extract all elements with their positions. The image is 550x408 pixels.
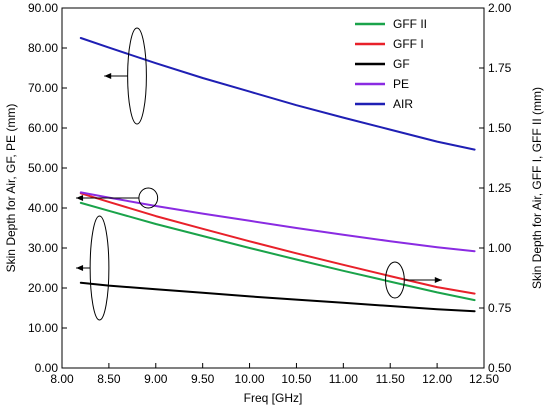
x-tick-label: 11.50 [376, 372, 405, 386]
plot-area [61, 7, 485, 369]
x-tick-label: 8.00 [50, 372, 74, 386]
legend-label: GFF II [393, 17, 427, 31]
y-right-axis-ticks: 0.50 0.75 1.00 1.25 1.50 1.75 2.00 [479, 1, 512, 375]
annotation-arrow-head [104, 73, 112, 79]
y-left-tick-label: 80.00 [28, 41, 58, 55]
y-right-tick-label: 1.00 [488, 241, 512, 255]
y-right-tick-label: 1.50 [488, 121, 512, 135]
y-right-axis-label: Skin Depth for Air, GFF I, GFF II (mm) [530, 87, 544, 289]
y-left-tick-label: 40.00 [28, 201, 58, 215]
legend-label: AIR [393, 97, 413, 111]
y-left-axis-ticks: 0.00 10.00 20.00 30.00 40.00 50.00 60.00 70.00 8… [28, 1, 67, 375]
y-left-tick-label: 90.00 [28, 1, 58, 15]
x-axis-label: Freq [GHz] [244, 391, 303, 405]
y-right-tick-label: 2.00 [488, 1, 512, 15]
y-left-tick-label: 50.00 [28, 161, 58, 175]
series-line-pe [79, 191, 476, 253]
series-line-gff-ii [79, 201, 476, 302]
x-tick-label: 10.00 [235, 372, 265, 386]
y-right-tick-label: 0.50 [488, 361, 512, 375]
x-tick-label: 12.00 [422, 372, 452, 386]
y-left-tick-label: 30.00 [28, 241, 58, 255]
y-left-tick-label: 10.00 [28, 321, 58, 335]
x-axis-ticks: 8.00 8.50 9.00 9.50 10.00 10.50 11.00 11.50 12.0… [50, 363, 499, 386]
x-tick-label: 11.00 [329, 372, 358, 386]
y-left-tick-label: 70.00 [28, 81, 58, 95]
x-tick-label: 8.50 [97, 372, 121, 386]
x-tick-label: 9.50 [191, 372, 215, 386]
annotation-arrow-head [434, 277, 442, 283]
y-left-tick-label: 60.00 [28, 121, 58, 135]
x-tick-label: 12.50 [469, 372, 499, 386]
y-right-tick-label: 1.75 [488, 61, 512, 75]
legend: GFF II GFF I GF PE AIR [355, 17, 427, 111]
y-left-tick-label: 20.00 [28, 281, 58, 295]
y-left-axis-label: Skin Depth for Air, GF, PE (mm) [4, 104, 18, 273]
annotations [76, 27, 442, 321]
y-right-tick-label: 0.75 [488, 301, 512, 315]
x-tick-label: 9.00 [144, 372, 168, 386]
legend-label: PE [393, 77, 409, 91]
series-line-gff-i [79, 192, 476, 295]
legend-label: GF [393, 57, 410, 71]
y-left-tick-label: 0.00 [35, 361, 59, 375]
x-tick-label: 10.50 [281, 372, 311, 386]
y-right-tick-label: 1.25 [488, 181, 512, 195]
series-line-gf [79, 281, 476, 313]
annotation-arrow-head [76, 265, 84, 271]
legend-label: GFF I [393, 37, 424, 51]
series-line-air [79, 37, 476, 151]
annotation-arrow-head [76, 195, 84, 201]
series-lines [79, 37, 476, 313]
